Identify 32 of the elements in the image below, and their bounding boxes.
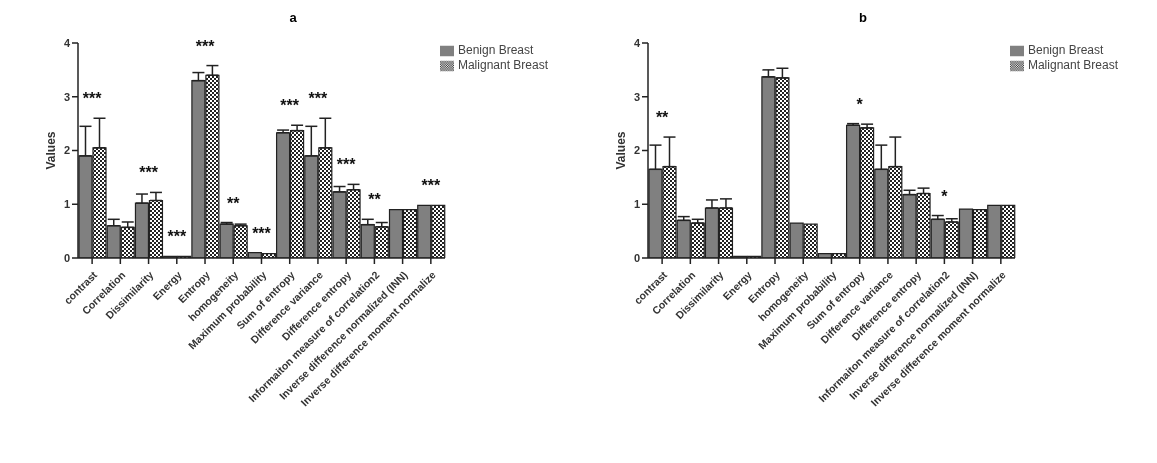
annotation: *** — [336, 156, 357, 174]
annotation: *** — [195, 37, 216, 55]
annotation: *** — [421, 177, 441, 195]
y-axis-title: Values — [614, 131, 629, 170]
chart-title: b — [858, 10, 868, 25]
annotation: ** — [227, 194, 241, 212]
annotation: *** — [139, 164, 159, 182]
legend-label: Malignant Breast — [1027, 57, 1118, 72]
legend-label: Benign Breast — [457, 43, 534, 57]
legend-label: Benign Breast — [1027, 43, 1104, 57]
annotation: ** — [655, 109, 670, 127]
annotation: *** — [308, 90, 329, 108]
y-tick-label: 3 — [63, 90, 70, 103]
chart-title: a — [288, 10, 298, 25]
y-tick-label: 3 — [633, 90, 640, 103]
y-axis-title: Values — [44, 131, 59, 170]
annotation: *** — [167, 228, 187, 246]
y-tick-label: 2 — [633, 144, 640, 157]
annotation: * — [856, 95, 864, 113]
y-tick-label: 1 — [63, 198, 70, 211]
y-tick-label: 2 — [63, 144, 70, 157]
y-tick-label: 1 — [633, 198, 640, 211]
y-tick-label: 0 — [633, 251, 640, 264]
legend-label: Malignant Breast — [457, 57, 548, 72]
annotation: *** — [252, 224, 272, 242]
annotation: *** — [280, 97, 300, 115]
annotation: * — [941, 187, 949, 205]
y-tick-label: 4 — [63, 36, 71, 49]
annotation: ** — [368, 191, 382, 209]
y-tick-label: 0 — [63, 251, 70, 264]
annotation: *** — [82, 90, 103, 108]
y-tick-label: 4 — [633, 36, 641, 49]
